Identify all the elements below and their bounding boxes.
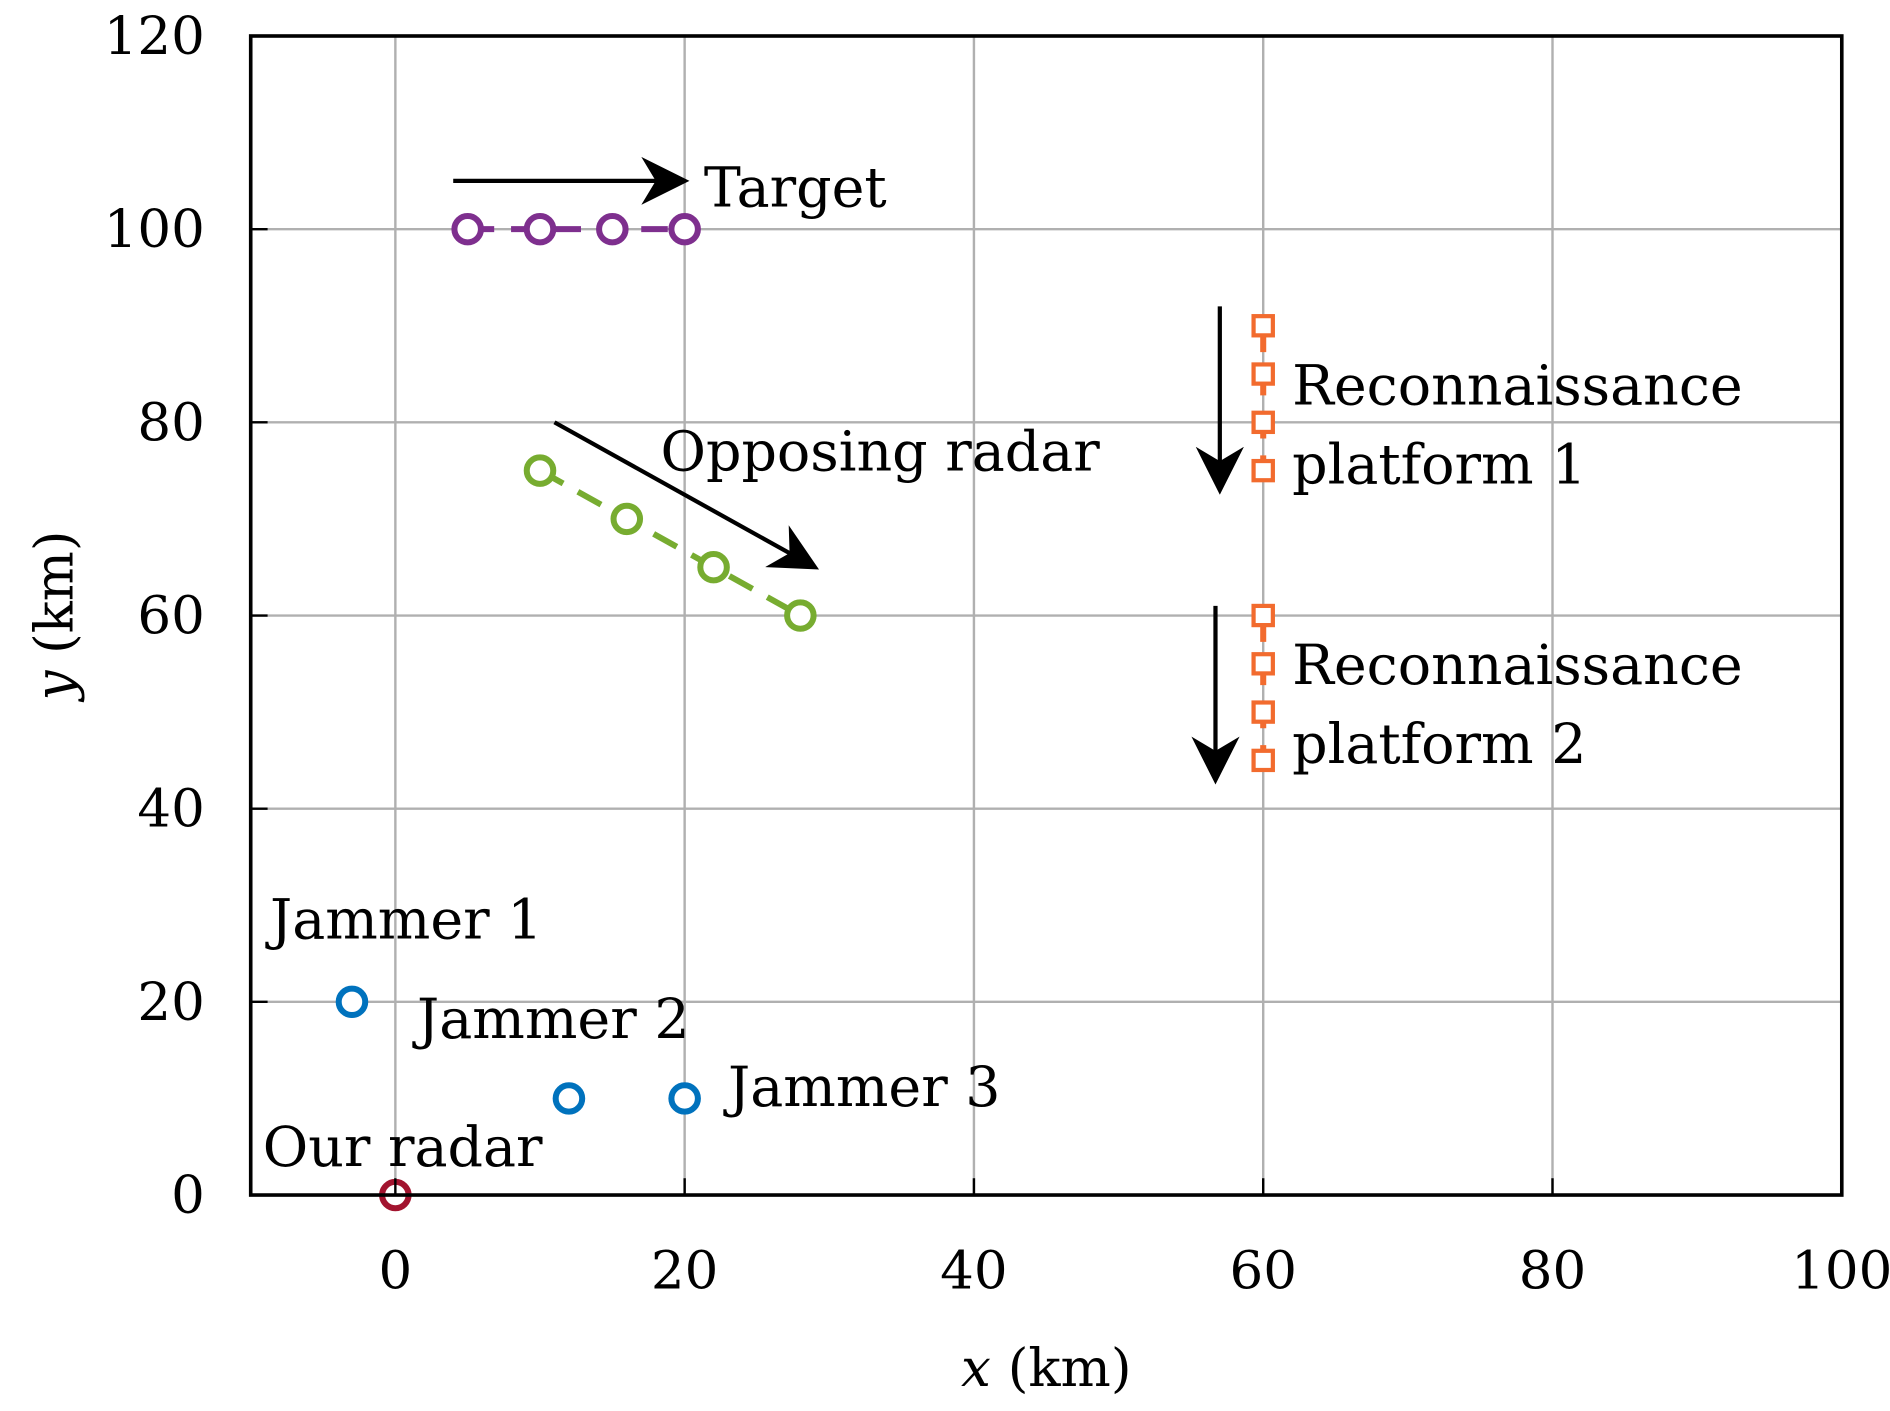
y-tick-label: 0: [171, 1165, 205, 1226]
data-point: [610, 502, 644, 536]
data-point: [1251, 458, 1275, 483]
data-point: [1251, 700, 1275, 724]
x-tick-label: 0: [378, 1241, 412, 1302]
label-opposing-radar: Opposing radar: [661, 420, 1101, 484]
data-point: [1251, 362, 1275, 386]
ticks: 0 20 40 60 80 100 0 20 40 60 80 100 120: [104, 6, 1890, 1301]
data-point: [451, 212, 484, 246]
label-recon-2-line1: Reconnaissance: [1292, 634, 1743, 698]
label-jammer-2: Jammer 2: [412, 988, 690, 1052]
y-axis-label: y (km): [24, 531, 85, 703]
x-tick-label: 20: [651, 1241, 718, 1302]
label-our-radar: Our radar: [263, 1116, 543, 1180]
label-target: Target: [704, 156, 887, 220]
x-tick-label: 100: [1791, 1241, 1890, 1302]
x-tick-label: 60: [1229, 1241, 1296, 1302]
y-tick-label: 100: [104, 199, 205, 260]
data-point: [668, 1082, 701, 1115]
y-tick-label: 120: [104, 6, 205, 67]
marks: [335, 156, 1275, 1212]
data-point: [668, 212, 701, 246]
series-line: [538, 468, 802, 619]
label-recon-1-line1: Reconnaissance: [1292, 354, 1743, 418]
y-tick-label: 40: [137, 779, 204, 840]
x-axis-label: x (km): [961, 1338, 1132, 1399]
direction-arrow: [553, 420, 820, 570]
label-jammer-3: Jammer 3: [723, 1056, 1001, 1120]
labels: Target Opposing radar Reconnaissance platfo…: [263, 156, 1743, 1180]
data-point: [552, 1082, 586, 1115]
y-tick-label: 60: [137, 586, 204, 647]
label-recon-2-line2: platform 2: [1292, 713, 1586, 777]
data-point: [784, 599, 817, 632]
label-jammer-1: Jammer 1: [265, 888, 543, 952]
data-point: [523, 212, 557, 246]
y-tick-label: 80: [137, 392, 204, 453]
data-point: [523, 454, 557, 487]
data-point: [1251, 410, 1275, 435]
data-point: [1251, 652, 1275, 676]
y-tick-label: 20: [137, 972, 204, 1033]
data-point: [1251, 314, 1275, 338]
x-tick-label: 40: [940, 1241, 1007, 1302]
label-recon-1-line2: platform 1: [1292, 434, 1586, 498]
data-point: [697, 551, 730, 584]
data-point: [1251, 603, 1275, 628]
data-point: [1251, 748, 1275, 773]
data-point: [596, 212, 629, 246]
data-point: [335, 985, 369, 1019]
x-tick-label: 80: [1519, 1241, 1586, 1302]
